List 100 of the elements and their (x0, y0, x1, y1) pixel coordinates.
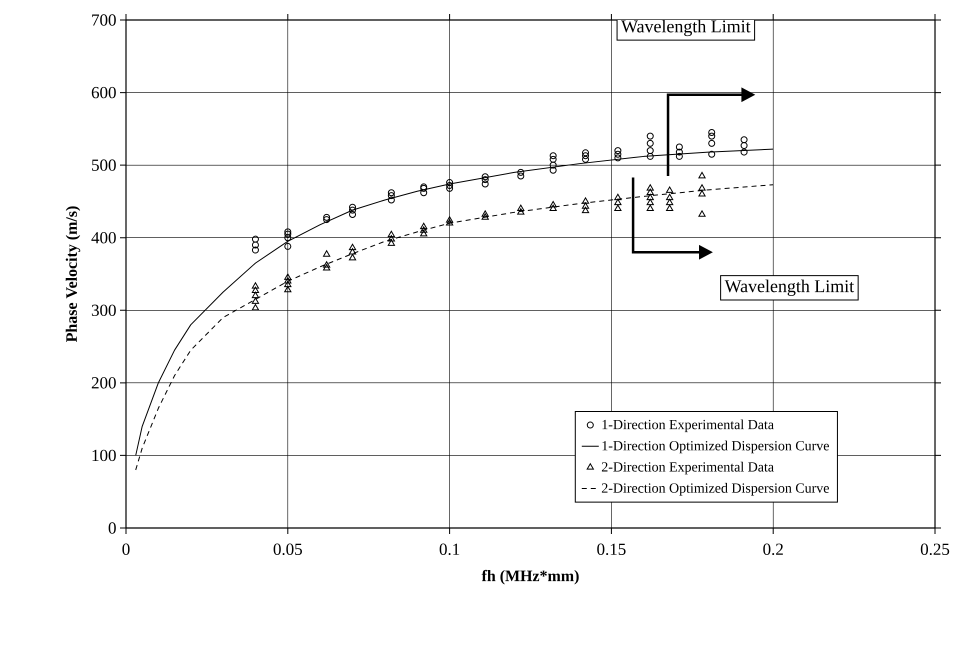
x-tick-label: 0.05 (274, 544, 302, 556)
point (550, 162, 557, 169)
point (482, 176, 489, 184)
point (446, 182, 454, 189)
x-tick-label: 0.2 (763, 544, 783, 556)
point (388, 239, 395, 246)
point (323, 264, 330, 270)
point (517, 208, 524, 215)
point (323, 216, 330, 224)
point (252, 297, 260, 304)
point (646, 198, 654, 206)
point (323, 261, 330, 268)
point (323, 250, 330, 257)
point (666, 194, 674, 200)
point (740, 148, 748, 156)
point (582, 206, 590, 214)
point (284, 274, 292, 280)
point (614, 147, 622, 154)
y-tick-label: 200 (92, 377, 116, 389)
legend-label: 2-Direction Optimized Dispersion Curve (602, 482, 829, 496)
point (646, 194, 654, 200)
point (348, 248, 356, 255)
point (284, 242, 292, 250)
point (550, 204, 557, 211)
point (698, 210, 706, 217)
point (252, 236, 259, 243)
point (550, 166, 557, 174)
point (676, 152, 683, 160)
x-axis-title: fh (MHz*mm) (482, 570, 579, 584)
point (482, 180, 489, 188)
point (614, 194, 622, 200)
point (698, 190, 706, 196)
point (666, 198, 674, 206)
y-tick-label: 700 (92, 14, 116, 26)
point (420, 230, 428, 236)
point (698, 172, 706, 178)
point (284, 277, 292, 284)
point (349, 204, 356, 211)
y-tick-label: 500 (92, 159, 116, 171)
point (348, 254, 356, 260)
legend-label: 1-Direction Optimized Dispersion Curve (602, 440, 829, 454)
x-tick-label: 0.15 (597, 544, 626, 556)
point (582, 152, 590, 160)
legend-label: 2-Direction Experimental Data (602, 462, 774, 474)
point (349, 206, 356, 214)
point (388, 235, 395, 242)
y-tick-label: 300 (92, 304, 116, 316)
point (582, 149, 590, 156)
point (446, 184, 454, 192)
annotation: Wavelength Limit (724, 280, 854, 296)
point (388, 189, 395, 196)
point (284, 234, 292, 242)
point (708, 132, 716, 140)
point (252, 241, 259, 248)
point (614, 204, 622, 211)
point (284, 228, 292, 236)
point (708, 140, 716, 147)
point (676, 144, 683, 150)
point (482, 213, 489, 220)
point (708, 128, 716, 136)
point (349, 210, 356, 218)
point (740, 136, 748, 144)
point (446, 219, 454, 226)
legend-label: 1-Direction Experimental Data (602, 419, 774, 432)
point (323, 214, 330, 221)
annotation: Wavelength Limit (621, 20, 751, 36)
x-tick-label: 0.25 (920, 544, 950, 556)
point (646, 184, 654, 191)
point (614, 150, 622, 158)
point (698, 184, 706, 191)
point (646, 140, 654, 147)
point (666, 204, 674, 211)
point (420, 189, 428, 196)
point (482, 210, 489, 217)
point (388, 196, 395, 204)
point (582, 202, 590, 209)
point (646, 132, 654, 140)
point (420, 226, 428, 233)
y-tick-label: 100 (92, 450, 116, 462)
point (517, 204, 524, 211)
point (582, 156, 590, 163)
y-axis-title: Phase Velocity (m/s) (66, 206, 80, 342)
point (252, 286, 260, 293)
point (446, 179, 454, 186)
point (646, 152, 654, 160)
point (646, 147, 654, 154)
point (517, 172, 524, 180)
point (614, 154, 622, 162)
point (420, 222, 428, 230)
x-tick-label: 0 (122, 544, 130, 555)
point (252, 246, 259, 254)
point (517, 168, 524, 176)
point (550, 156, 557, 163)
point (284, 230, 292, 238)
point (550, 200, 557, 208)
point (740, 142, 748, 150)
point (284, 280, 292, 288)
point (708, 150, 716, 158)
point (582, 197, 590, 204)
point (284, 286, 292, 292)
